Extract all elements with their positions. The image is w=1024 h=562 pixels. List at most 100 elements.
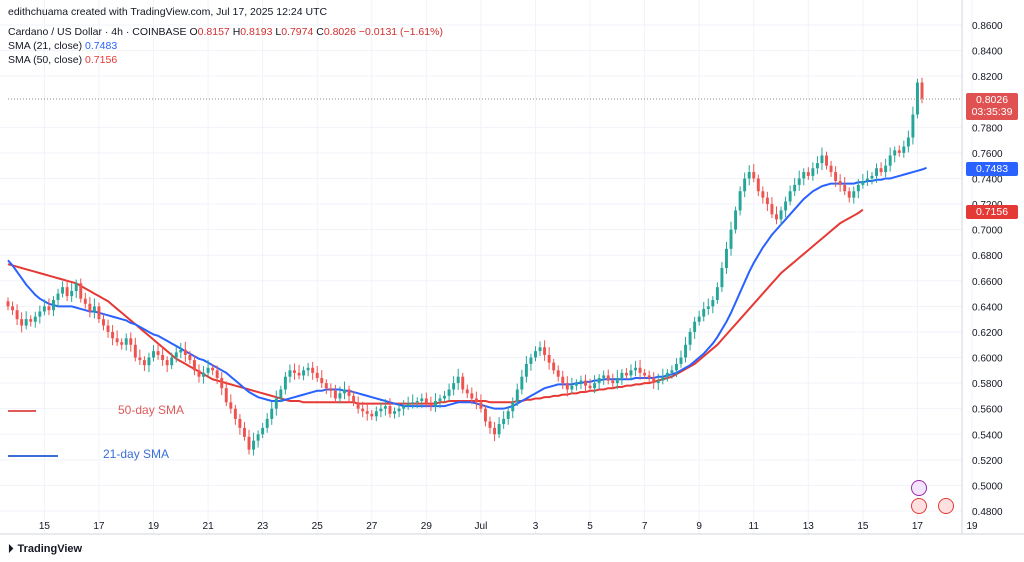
sma21-legend-swatch (8, 455, 58, 457)
candle-body (775, 214, 778, 220)
x-tick-label: 17 (93, 521, 105, 532)
candle-body (338, 393, 342, 399)
candle-body (61, 287, 65, 294)
tradingview-brand[interactable]: ⏵ TradingView (8, 543, 82, 556)
candle-body (497, 424, 501, 435)
candle-body (306, 367, 310, 371)
sma21-price-box: 0.7483 (966, 162, 1018, 176)
last-price-value: 0.8026 (975, 94, 1009, 106)
sma21-legend[interactable]: SMA (21, close) 0.7483 (8, 40, 117, 52)
candle-body (152, 351, 155, 358)
candle-body (370, 413, 374, 417)
x-tick-label: 19 (148, 521, 160, 532)
candle-body (220, 377, 224, 389)
y-tick-label: 0.7400 (972, 174, 1003, 185)
candle-body (443, 395, 447, 399)
candle-body (720, 268, 724, 288)
candle-body (233, 408, 237, 419)
candle-body (183, 349, 187, 355)
y-tick-label: 0.6400 (972, 302, 1003, 313)
candle-body (597, 377, 601, 384)
candle-body (784, 201, 788, 211)
x-tick-label: 17 (912, 521, 924, 532)
candle-body (124, 338, 128, 345)
candle-body (811, 168, 815, 176)
candle-body (724, 248, 728, 268)
candle-body (656, 380, 660, 384)
candle-body (170, 357, 174, 366)
candle-body (834, 172, 838, 182)
event-marker-icon[interactable] (911, 480, 927, 496)
sma21-line (7, 166, 927, 410)
candle-body (324, 383, 328, 389)
candle-body (756, 178, 760, 192)
candle-body (729, 229, 733, 249)
candle-body (88, 303, 92, 312)
candle-body (665, 372, 669, 377)
candle-body (379, 408, 383, 412)
symbol-title[interactable]: Cardano / US Dollar · 4h · COINBASE (8, 26, 187, 38)
candle-body (888, 155, 892, 166)
flag-us-icon[interactable] (938, 498, 954, 514)
candle-body (347, 389, 351, 396)
candle-body (825, 155, 828, 166)
candle-body (465, 389, 469, 394)
candle-body (697, 316, 701, 322)
candle-body (283, 376, 287, 390)
y-tick-label: 0.7800 (972, 123, 1003, 134)
candle-body (579, 380, 583, 384)
candle-body (829, 165, 833, 173)
candle-body (593, 383, 597, 389)
x-axis-labels: 15 17 19 21 23 25 27 29 Jul 3 5 7 9 11 13 15 17 19 (39, 521, 978, 532)
candle-body (352, 395, 356, 403)
candle-body (433, 401, 437, 407)
candle-body (515, 389, 519, 403)
chart-credit: edithchuama created with TradingView.com… (8, 6, 328, 18)
sma50-legend[interactable]: SMA (50, close) 0.7156 (8, 54, 117, 66)
candle-body (615, 377, 619, 384)
candle-body (393, 411, 396, 414)
candle-body (606, 375, 610, 381)
candle-body (33, 316, 37, 322)
candle-body (652, 377, 656, 384)
candle-body (15, 310, 19, 320)
candle-body (38, 311, 42, 317)
x-tick-label: 21 (203, 521, 215, 532)
low-label: L (275, 26, 282, 38)
candle-body (102, 319, 105, 326)
candle-body (456, 376, 460, 384)
candle-body (74, 283, 78, 292)
candle-body (770, 204, 774, 215)
candle-body (52, 299, 55, 311)
candle-body (429, 403, 433, 407)
candle-body (624, 372, 628, 376)
low-value: 0.7974 (281, 26, 314, 38)
candles (6, 77, 924, 456)
candle-body (706, 306, 710, 309)
candle-body (561, 376, 565, 384)
candle-body (584, 380, 587, 386)
candle-body (329, 388, 333, 391)
candle-body (479, 402, 483, 409)
x-tick-label: 29 (421, 521, 433, 532)
candle-body (493, 427, 497, 435)
candle-body (702, 308, 706, 317)
candle-body (861, 181, 865, 185)
flag-us-icon[interactable] (911, 498, 927, 514)
x-tick-label: 15 (39, 521, 51, 532)
y-tick-label: 0.5600 (972, 405, 1003, 416)
candle-body (715, 287, 719, 300)
candle-body (279, 389, 283, 399)
candle-body (474, 398, 478, 403)
candle-body (793, 184, 797, 192)
candle-body (879, 168, 883, 173)
candle-body (129, 338, 133, 345)
candle-body (83, 298, 87, 304)
close-value: 0.8026 (323, 26, 356, 38)
candle-body (388, 406, 392, 414)
candle-body (738, 191, 742, 211)
candle-body (56, 293, 60, 300)
candle-body (820, 155, 824, 164)
candle-body (752, 172, 756, 179)
